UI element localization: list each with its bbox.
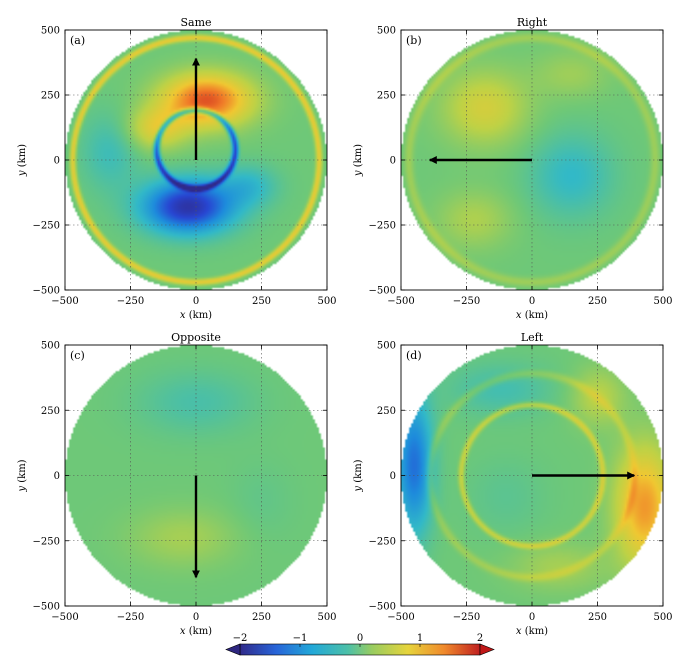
colorbar-tick-label: 2 <box>477 633 483 644</box>
x-axis-label: x (km) <box>180 626 212 637</box>
y-tick-label: 250 <box>377 406 396 417</box>
colorbar-extend-low <box>225 643 241 656</box>
y-tick-label: −500 <box>369 602 396 613</box>
colorbar-tick-label: 0 <box>357 633 363 644</box>
y-tick-label: 500 <box>41 341 60 352</box>
colorbar: −2 −1 0 1 2 <box>225 633 495 656</box>
panel-label: (d) <box>406 349 422 362</box>
y-axis-unit: (km) <box>353 459 364 482</box>
y-tick-label: −500 <box>369 286 396 297</box>
y-axis-var: y <box>17 483 28 493</box>
x-tick-label: −500 <box>387 612 414 623</box>
x-axis-label: x (km) <box>180 310 212 321</box>
panel-4: −500 −250 0 250 500 500 250 0 −250 −500 Left (d) x (… <box>353 331 673 637</box>
x-tick-label: −500 <box>51 296 78 307</box>
y-tick-label: 250 <box>41 91 60 102</box>
panel-title: Left <box>521 331 544 344</box>
y-tick-label: 250 <box>377 91 396 102</box>
x-tick-label: 250 <box>252 296 271 307</box>
y-axis-var: y <box>353 167 364 177</box>
y-tick-label: 0 <box>390 471 396 482</box>
panel-label: (c) <box>70 349 85 362</box>
x-tick-label: 250 <box>588 296 607 307</box>
x-tick-label: 0 <box>529 612 535 623</box>
y-tick-label: −500 <box>33 602 60 613</box>
x-axis-var: x <box>180 626 189 637</box>
x-tick-label: 250 <box>252 612 271 623</box>
panel-title: Same <box>180 16 211 29</box>
x-tick-label: 0 <box>193 612 199 623</box>
x-axis-var: x <box>516 626 525 637</box>
y-tick-label: 0 <box>54 156 60 167</box>
y-tick-label: 500 <box>377 341 396 352</box>
x-tick-label: −500 <box>387 296 414 307</box>
x-axis-unit: (km) <box>525 310 548 321</box>
y-axis-unit: (km) <box>17 144 28 167</box>
y-tick-label: −500 <box>33 286 60 297</box>
y-axis-label: y (km) <box>353 459 364 492</box>
x-axis-label: x (km) <box>516 626 548 637</box>
x-tick-label: −500 <box>51 612 78 623</box>
y-tick-label: −250 <box>369 221 396 232</box>
panel-label: (a) <box>70 34 85 47</box>
x-tick-label: −250 <box>453 612 480 623</box>
x-axis-label: x (km) <box>516 310 548 321</box>
colorbar-tick-label: 1 <box>417 633 423 644</box>
x-axis-var: x <box>180 310 189 321</box>
y-axis-label: y (km) <box>17 459 28 492</box>
y-axis-unit: (km) <box>17 459 28 482</box>
colorbar-tick-label: −1 <box>293 633 308 644</box>
y-tick-label: 0 <box>390 156 396 167</box>
colorbar-extend-high <box>479 643 495 656</box>
y-tick-label: 500 <box>377 26 396 37</box>
x-tick-label: 500 <box>653 296 672 307</box>
panel-label: (b) <box>406 34 422 47</box>
y-axis-var: y <box>17 167 28 177</box>
x-axis-var: x <box>516 310 525 321</box>
x-tick-label: 500 <box>317 612 336 623</box>
x-tick-label: −250 <box>117 612 144 623</box>
x-axis-unit: (km) <box>525 626 548 637</box>
panel-title: Opposite <box>171 331 221 344</box>
panel-title: Right <box>517 16 548 29</box>
x-tick-label: 0 <box>193 296 199 307</box>
y-axis-var: y <box>353 483 364 493</box>
x-tick-label: 500 <box>653 612 672 623</box>
panel-2: −500 −250 0 250 500 500 250 0 −250 −500 Right (b) x … <box>353 16 673 321</box>
y-tick-label: 500 <box>41 26 60 37</box>
y-tick-label: −250 <box>33 536 60 547</box>
y-tick-label: 250 <box>41 406 60 417</box>
y-axis-unit: (km) <box>353 144 364 167</box>
panel-3: −500 −250 0 250 500 500 250 0 −250 −500 Opposite (c… <box>17 331 337 637</box>
x-tick-label: 500 <box>317 296 336 307</box>
y-tick-label: 0 <box>54 471 60 482</box>
x-tick-label: −250 <box>453 296 480 307</box>
y-tick-label: −250 <box>33 221 60 232</box>
x-axis-unit: (km) <box>189 310 212 321</box>
x-tick-label: 0 <box>529 296 535 307</box>
x-axis-unit: (km) <box>189 626 212 637</box>
colorbar-tick-label: −2 <box>233 633 248 644</box>
x-tick-label: 250 <box>588 612 607 623</box>
y-axis-label: y (km) <box>353 144 364 177</box>
x-tick-label: −250 <box>117 296 144 307</box>
panel-1: −500 −250 0 250 500 500 250 0 −250 −500 Same (a) x (… <box>17 16 337 321</box>
y-tick-label: −250 <box>369 536 396 547</box>
y-axis-label: y (km) <box>17 144 28 177</box>
